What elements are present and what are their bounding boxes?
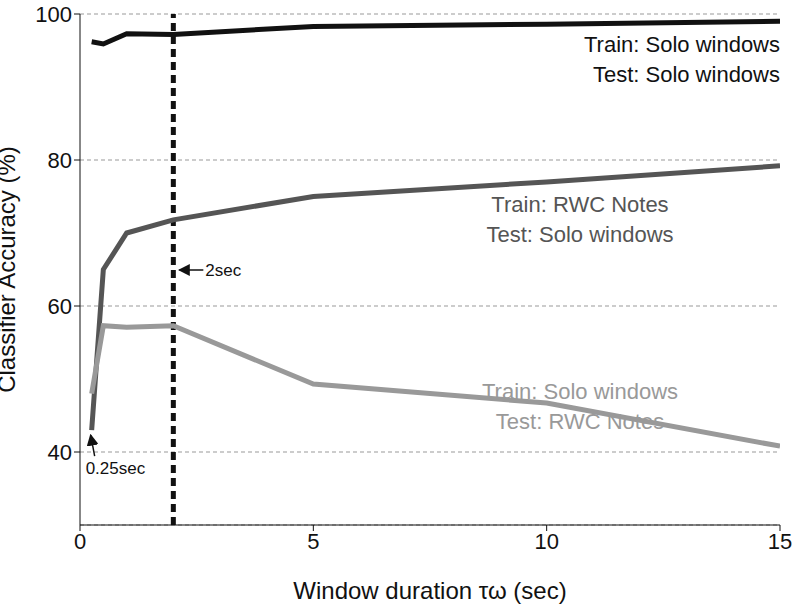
- html-text:Train: Solo windows Test: Solo: Train: Solo windows Test: Solo windows: [584, 32, 780, 87]
- svg-text:10: 10: [534, 529, 558, 554]
- svg-text:60: 60: [48, 294, 72, 319]
- svg-text:15: 15: [768, 529, 792, 554]
- html-text:Train: RWC Notes Test: Solo wi: Train: RWC Notes Test: Solo windows: [486, 192, 674, 247]
- html-text:Train: Solo windows Test: RWC: Train: Solo windows Test: RWC Notes: [482, 379, 678, 434]
- svg-text:Classifier Accuracy (%): Classifier Accuracy (%): [8, 146, 20, 393]
- svg-text:80: 80: [48, 148, 72, 173]
- svg-text:Window duration τω (sec): Window duration τω (sec): [293, 577, 566, 604]
- svg-text:0.25sec: 0.25sec: [86, 459, 146, 478]
- svg-text:0: 0: [74, 529, 86, 554]
- svg-text:5: 5: [307, 529, 319, 554]
- svg-text:40: 40: [48, 440, 72, 465]
- svg-text:2sec: 2sec: [205, 261, 241, 280]
- svg-text:100: 100: [35, 2, 72, 27]
